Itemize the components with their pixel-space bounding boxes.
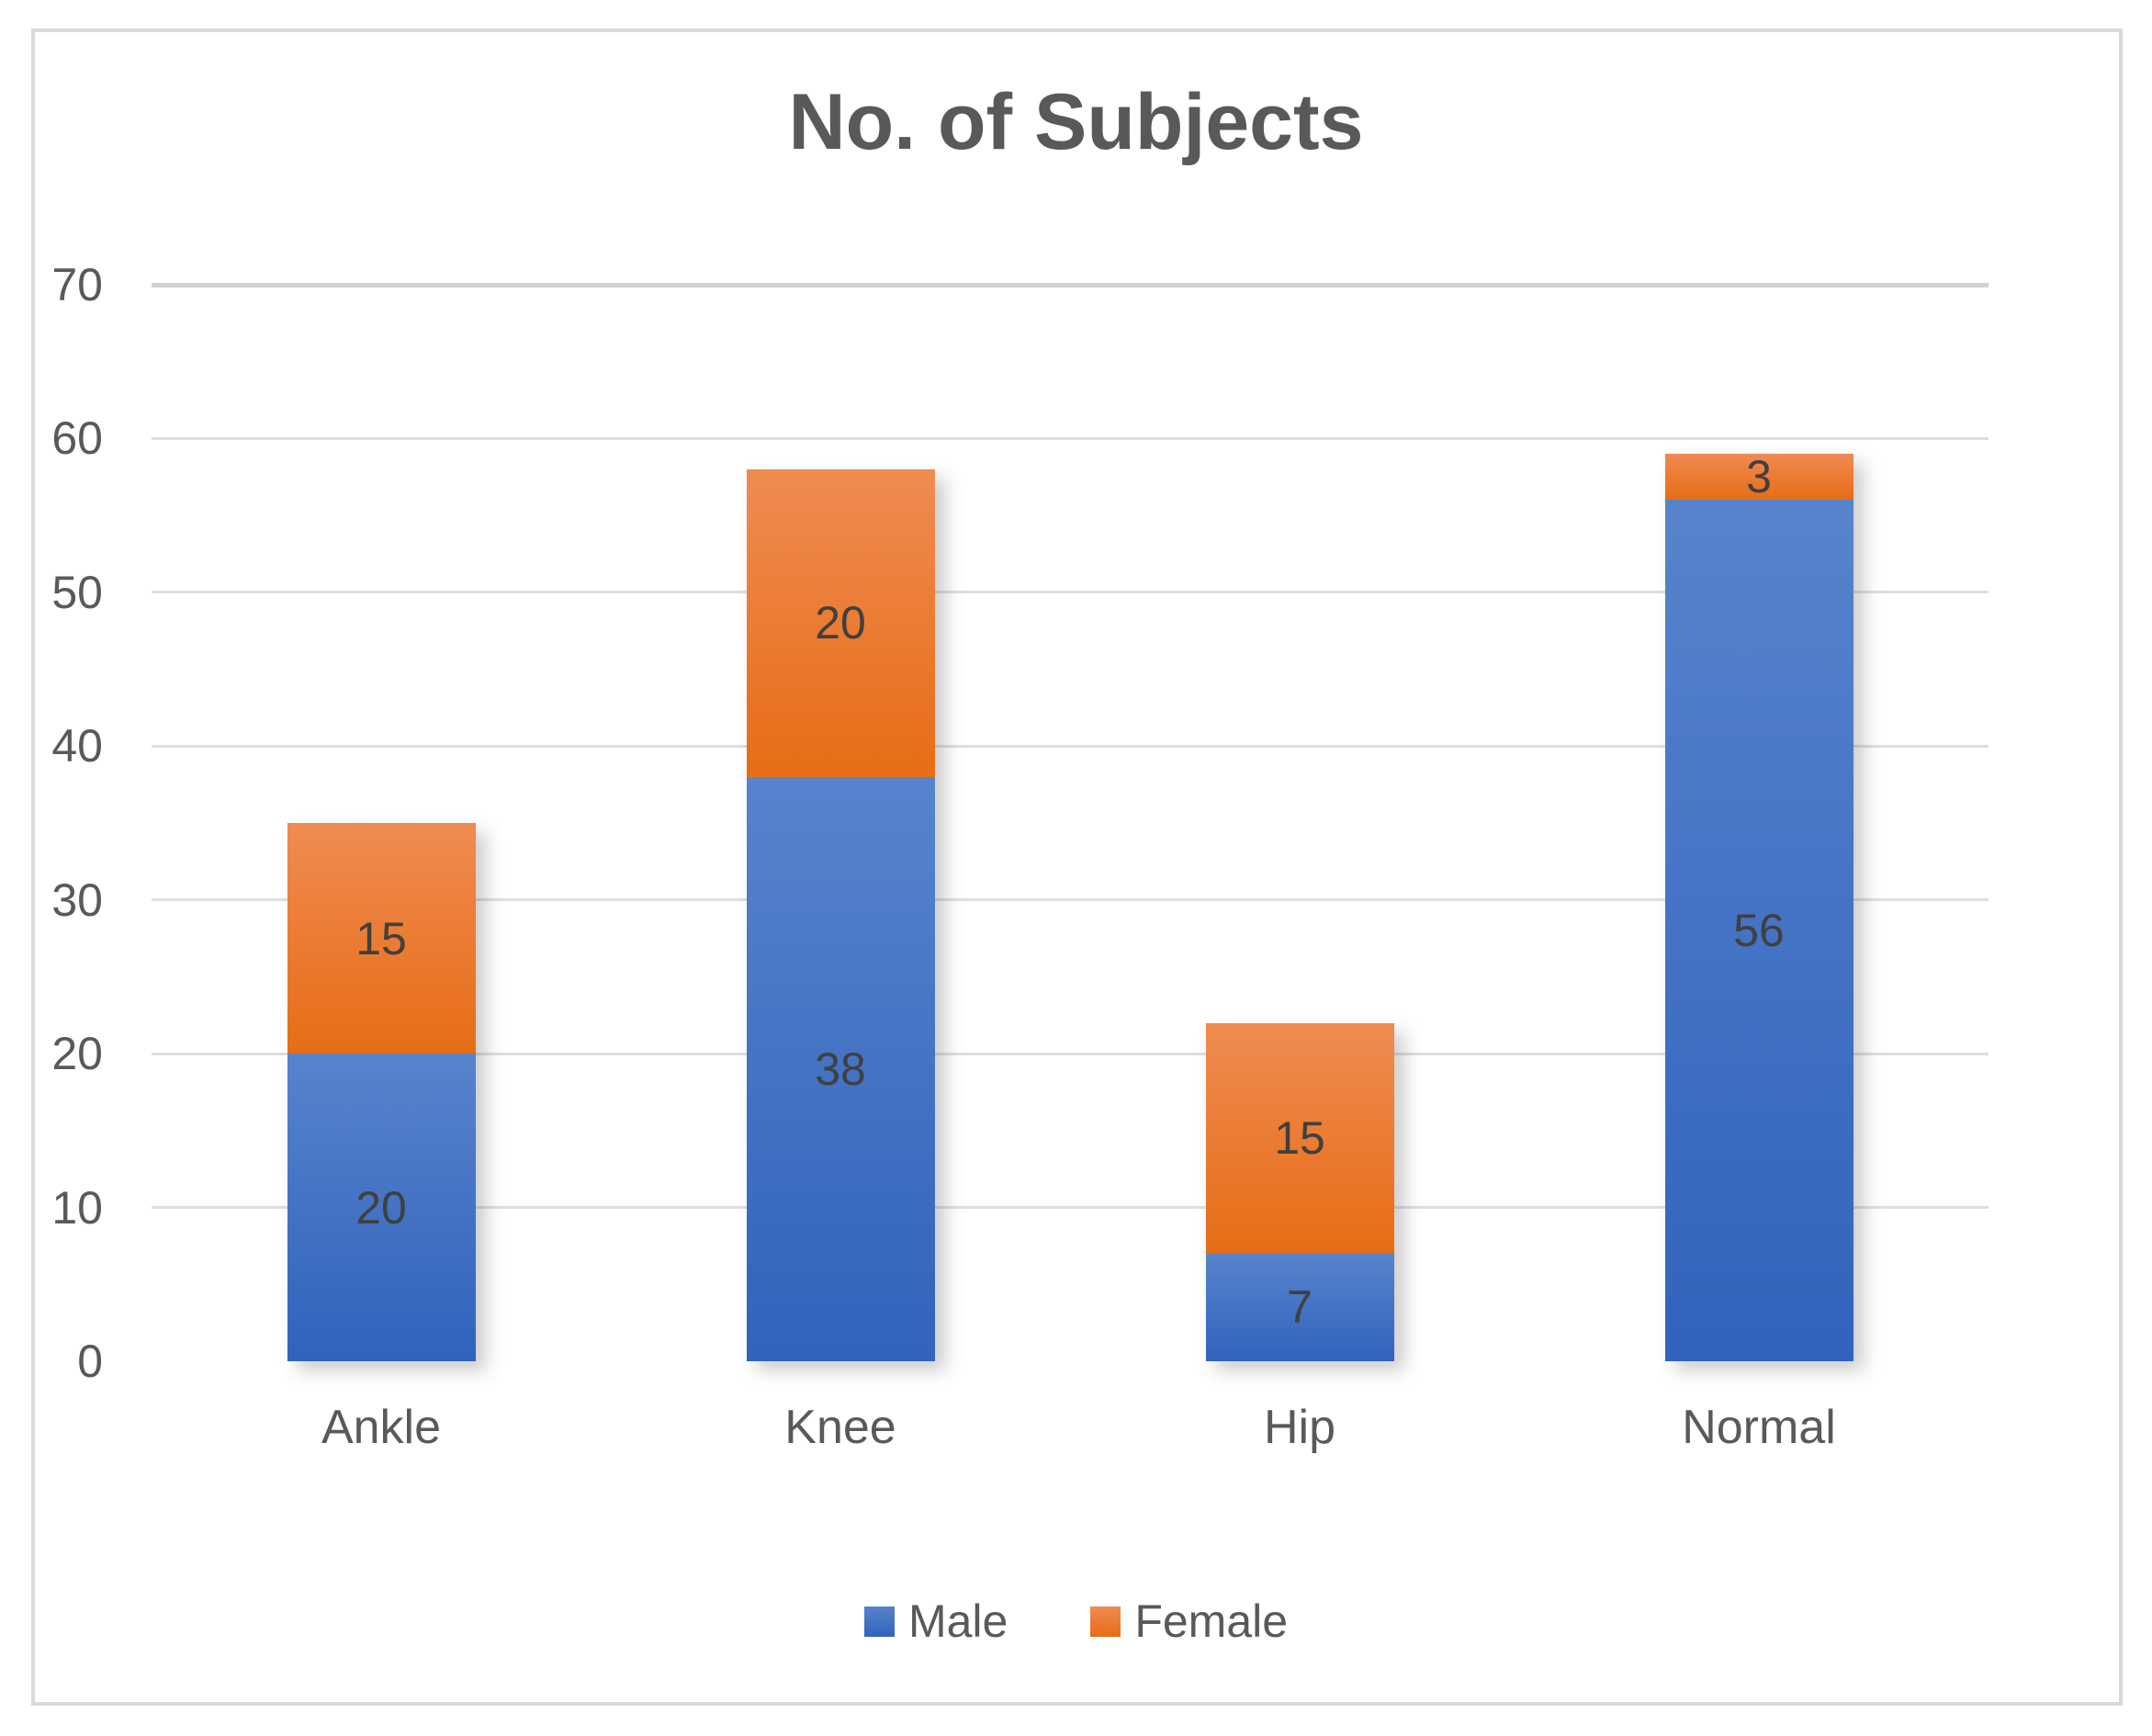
x-label-knee: Knee (784, 1401, 896, 1454)
bar-normal-female-segment: 3 (1664, 451, 1853, 503)
bar-ankle-male-segment: 20 (287, 1054, 476, 1361)
data-label-knee-male: 38 (815, 1043, 866, 1095)
y-tick-label-60: 60 (51, 412, 103, 465)
legend-item-female: Female (1090, 1595, 1288, 1648)
bar-knee-female-segment: 20 (746, 468, 935, 777)
legend-label-female: Female (1134, 1595, 1289, 1647)
data-label-knee-female: 20 (815, 597, 866, 649)
gridline-10 (152, 1206, 1989, 1210)
gridline-70 (152, 282, 1989, 287)
data-label-ankle-female: 15 (355, 912, 407, 964)
y-tick-label-40: 40 (51, 720, 103, 772)
gridline-50 (152, 591, 1989, 594)
bar-hip-female-segment: 15 (1205, 1022, 1394, 1254)
y-tick-label-10: 10 (51, 1181, 103, 1234)
gridline-30 (152, 898, 1989, 902)
bar-normal-male-segment: 56 (1664, 500, 1853, 1361)
data-label-ankle-male: 20 (355, 1181, 407, 1234)
legend-item-male: Male (863, 1595, 1008, 1648)
bar-knee: 20 38 (746, 468, 935, 1361)
x-label-ankle: Ankle (321, 1401, 442, 1454)
gridline-20 (152, 1052, 1989, 1055)
gridline-40 (152, 744, 1989, 748)
data-label-normal-female: 3 (1746, 451, 1772, 503)
bar-ankle: 15 20 (287, 823, 476, 1361)
legend-key-female-swatch (1090, 1606, 1121, 1637)
legend: Male Female (0, 1589, 2152, 1653)
chart-title: No. of Subjects (788, 78, 1364, 166)
bar-knee-male-segment: 38 (746, 776, 935, 1361)
data-label-hip-female: 15 (1274, 1112, 1325, 1165)
bar-hip-male-segment: 7 (1205, 1253, 1394, 1361)
y-tick-label-30: 30 (51, 874, 103, 926)
legend-key-male-swatch (863, 1606, 895, 1637)
y-tick-label-0: 0 (77, 1336, 103, 1387)
bar-hip: 15 7 (1205, 1022, 1394, 1361)
y-tick-label-20: 20 (51, 1028, 103, 1080)
gridline-60 (152, 436, 1989, 440)
data-label-hip-male: 7 (1287, 1281, 1313, 1334)
bar-ankle-female-segment: 15 (287, 823, 476, 1054)
y-tick-label-50: 50 (51, 566, 103, 618)
y-tick-label-70: 70 (51, 259, 103, 310)
x-label-hip: Hip (1263, 1401, 1336, 1454)
bar-normal: 3 56 (1664, 451, 1853, 1361)
legend-label-male: Male (907, 1595, 1008, 1647)
x-label-normal: Normal (1682, 1401, 1836, 1454)
data-label-normal-male: 56 (1733, 905, 1785, 957)
